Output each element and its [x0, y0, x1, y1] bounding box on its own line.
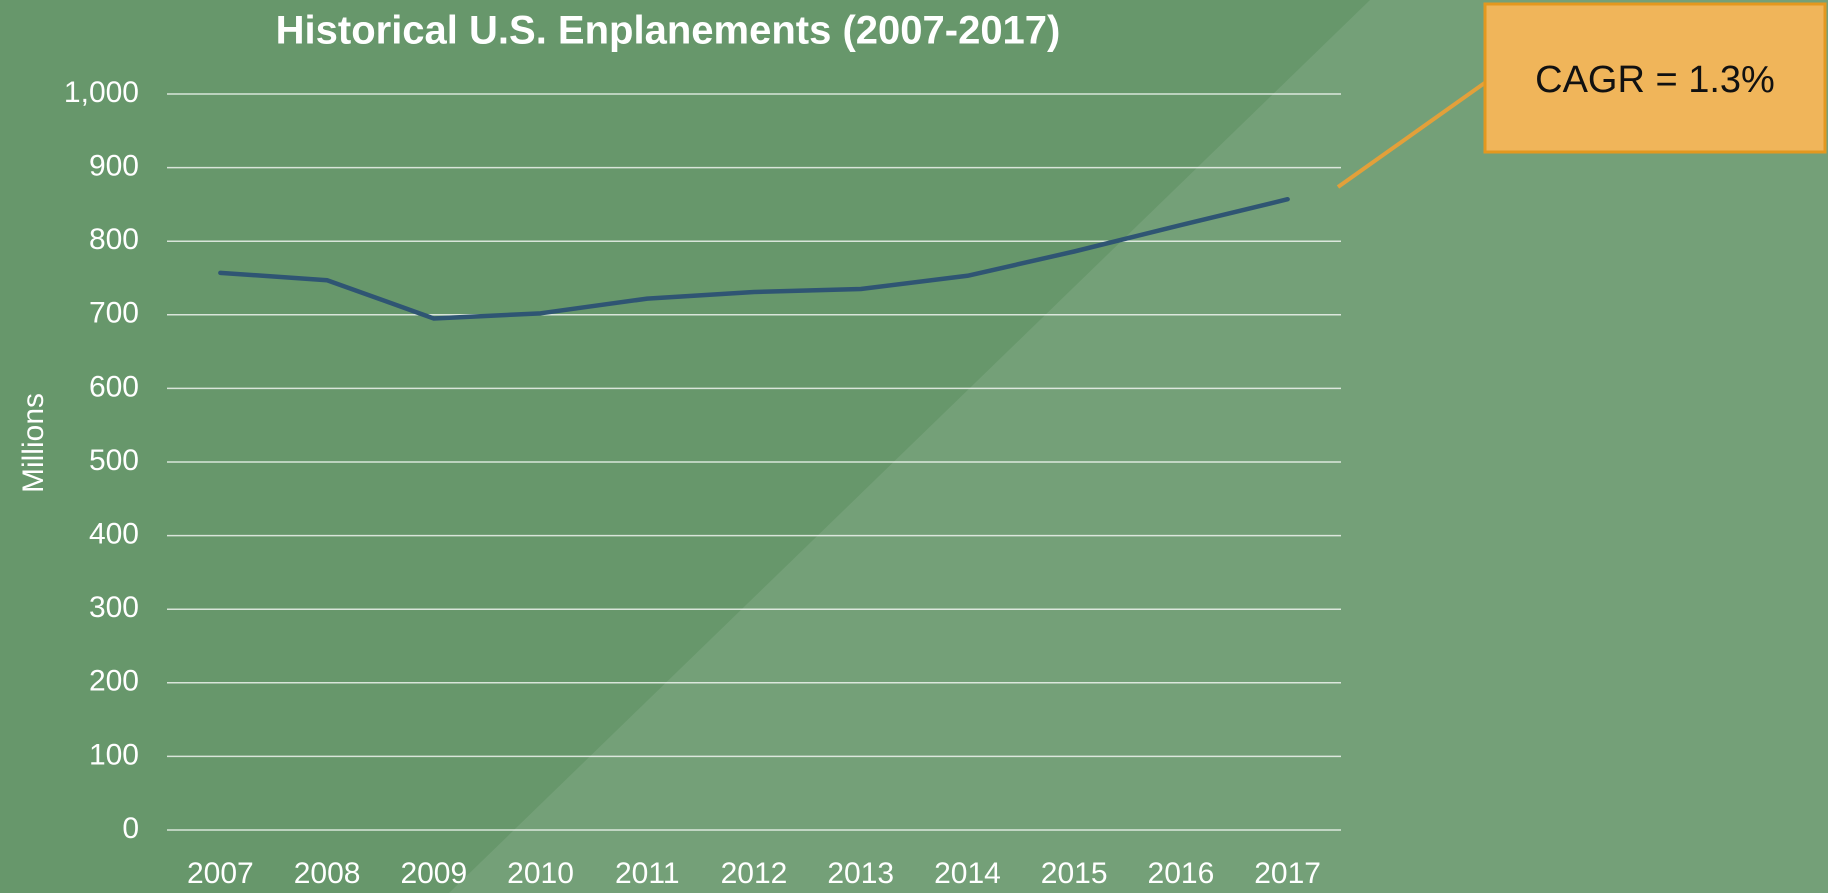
chart-title: Historical U.S. Enplanements (2007-2017) — [276, 9, 1061, 53]
y-tick-label: 1,000 — [64, 76, 139, 109]
y-tick-label: 100 — [89, 738, 139, 771]
x-tick-label: 2017 — [1254, 857, 1321, 890]
line — [218, 196, 1290, 321]
y-tick-label: 700 — [89, 297, 139, 330]
y-tick-label: 200 — [89, 665, 139, 698]
x-tick-label: 2011 — [615, 857, 680, 890]
x-tick-label: 2016 — [1148, 857, 1215, 890]
x-tick-label: 2009 — [400, 857, 467, 890]
y-tick-label: 900 — [89, 150, 139, 183]
y-tick-label: 600 — [89, 370, 139, 403]
x-tick-label: 2014 — [934, 857, 1001, 890]
y-axis-label: Millions — [17, 393, 50, 493]
y-tick-label: 400 — [89, 518, 139, 551]
y-tick-label: 0 — [122, 812, 139, 845]
annotation: CAGR = 1.3% — [1535, 59, 1775, 101]
x-tick-label: 2013 — [827, 857, 894, 890]
background-band — [0, 0, 1370, 893]
annotation-box — [1483, 2, 1827, 154]
x-tick-label: 2015 — [1041, 857, 1108, 890]
y-tick-label: 300 — [89, 591, 139, 624]
x-tick-label: 2012 — [721, 857, 788, 890]
x-tick-label: 2007 — [187, 857, 254, 890]
y-tick-label: 500 — [89, 444, 139, 477]
annotation-connector — [1336, 80, 1488, 189]
x-tick-label: 2008 — [294, 857, 361, 890]
y-tick-label: 800 — [89, 223, 139, 256]
x-tick-label: 2010 — [507, 857, 574, 890]
